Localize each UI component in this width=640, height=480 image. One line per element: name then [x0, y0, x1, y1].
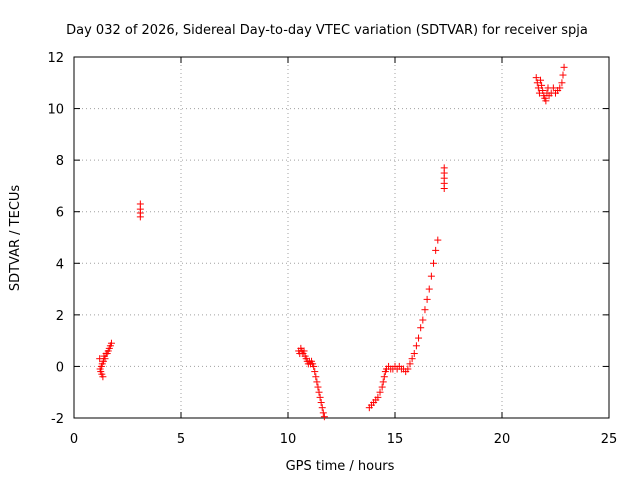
data-point — [314, 383, 322, 391]
data-point — [374, 393, 382, 401]
y-tick-label: 8 — [56, 154, 64, 169]
data-point — [432, 246, 440, 254]
x-tick-label: 20 — [494, 432, 511, 447]
x-tick-label: 25 — [601, 432, 618, 447]
data-point — [406, 360, 414, 368]
data-point — [315, 388, 323, 396]
data-point — [556, 84, 564, 92]
data-point — [136, 213, 144, 221]
data-point — [316, 393, 324, 401]
data-point — [101, 355, 109, 363]
data-point — [313, 378, 321, 386]
y-tick-label: 2 — [56, 309, 64, 324]
data-point — [558, 79, 566, 87]
data-point — [423, 295, 431, 303]
y-tick-label: 12 — [47, 51, 64, 66]
data-point — [549, 84, 557, 92]
data-point — [427, 272, 435, 280]
data-point — [300, 347, 308, 355]
x-tick-label: 5 — [177, 432, 185, 447]
data-point — [539, 87, 547, 95]
data-point — [311, 368, 319, 376]
x-tick-label: 10 — [280, 432, 297, 447]
plot-frame — [73, 56, 610, 419]
data-point — [415, 334, 423, 342]
data-point — [320, 413, 328, 421]
data-point — [412, 342, 420, 350]
data-point — [532, 74, 540, 82]
data-point — [410, 350, 418, 358]
data-point — [319, 409, 327, 417]
data-point — [404, 365, 412, 373]
data-point — [417, 324, 425, 332]
data-point — [419, 316, 427, 324]
data-point — [425, 285, 433, 293]
x-tick-labels: 0 5 10 15 20 25 — [70, 432, 617, 447]
data-point — [318, 404, 326, 412]
chart-title: Day 032 of 2026, Sidereal Day-to-day VTE… — [66, 23, 588, 38]
x-tick-label: 15 — [387, 432, 404, 447]
data-point — [559, 71, 567, 79]
data-point — [408, 355, 416, 363]
data-point — [312, 373, 320, 381]
data-point — [107, 339, 115, 347]
data-point — [378, 383, 386, 391]
data-point — [376, 388, 384, 396]
data-point — [538, 81, 546, 89]
y-tick-label: 0 — [56, 360, 64, 375]
x-tick-label: 0 — [70, 432, 78, 447]
data-point — [421, 306, 429, 314]
data-point — [440, 185, 448, 193]
data-point — [434, 236, 442, 244]
data-point — [380, 373, 388, 381]
data-point — [560, 63, 568, 71]
data-point — [430, 259, 438, 267]
data-point — [379, 378, 387, 386]
y-tick-label: 6 — [56, 206, 64, 221]
y-tick-label: 4 — [56, 257, 64, 272]
axis-ticks — [73, 56, 610, 419]
x-axis-label: GPS time / hours — [286, 459, 395, 474]
y-tick-labels: -2 0 2 4 6 8 10 12 — [47, 51, 64, 427]
data-point — [542, 97, 550, 105]
y-tick-label: -2 — [51, 412, 64, 427]
data-point — [99, 373, 107, 381]
y-axis-label: SDTVAR / TECUs — [8, 185, 23, 292]
grid — [74, 57, 609, 418]
data-point — [310, 362, 318, 370]
y-tick-label: 10 — [47, 103, 64, 118]
data-points — [96, 63, 568, 421]
data-point — [537, 76, 545, 84]
data-point — [317, 399, 325, 407]
